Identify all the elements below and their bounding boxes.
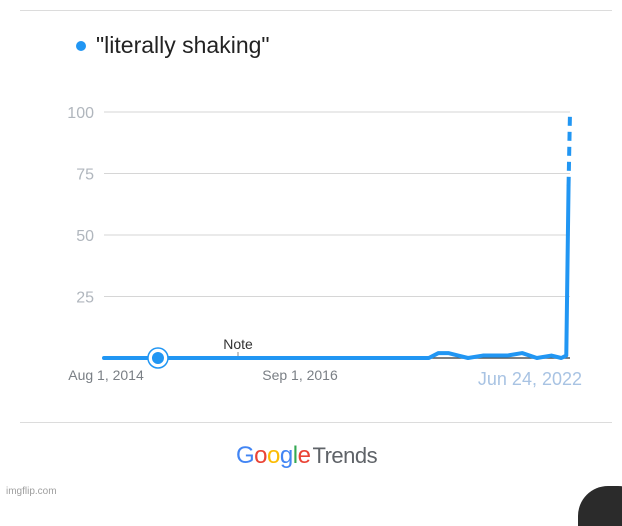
x-tick-label-current: Jun 24, 2022 [478,369,582,389]
x-tick-label: Aug 1, 2014 [68,367,144,383]
annotation-marker-dot [151,352,164,364]
series-line-partial [566,111,572,186]
x-tick-label: Sep 1, 2016 [262,367,338,383]
y-tick-label: 75 [76,167,94,184]
y-tick-label: 25 [76,290,94,307]
google-letter: o [254,442,268,469]
frame-bottom-divider [20,422,612,423]
legend-series-label: "literally shaking" [96,32,270,58]
trends-wordmark: Trends [312,443,378,468]
series-line-solid [102,183,571,360]
imgflip-watermark: imgflip.com [6,486,57,497]
chart-legend: "literally shaking" [76,32,270,59]
legend-series-dot-icon [76,40,86,51]
google-trends-logo: GoogleTrends [236,442,378,470]
frame-top-divider [20,10,612,11]
annotation-label: Note [223,336,253,352]
google-letter: e [297,442,311,469]
trend-chart: 25 50 75 100 Aug 1, 2014 Sep 1, 2016 Jun 24, 2… [67,105,582,389]
google-letter: G [236,442,255,469]
google-letter: l [292,442,298,469]
google-letter: g [279,442,293,469]
google-wordmark: Google [236,442,311,469]
y-tick-label: 100 [67,105,94,122]
google-letter: o [267,442,280,469]
y-tick-label: 50 [76,228,94,245]
